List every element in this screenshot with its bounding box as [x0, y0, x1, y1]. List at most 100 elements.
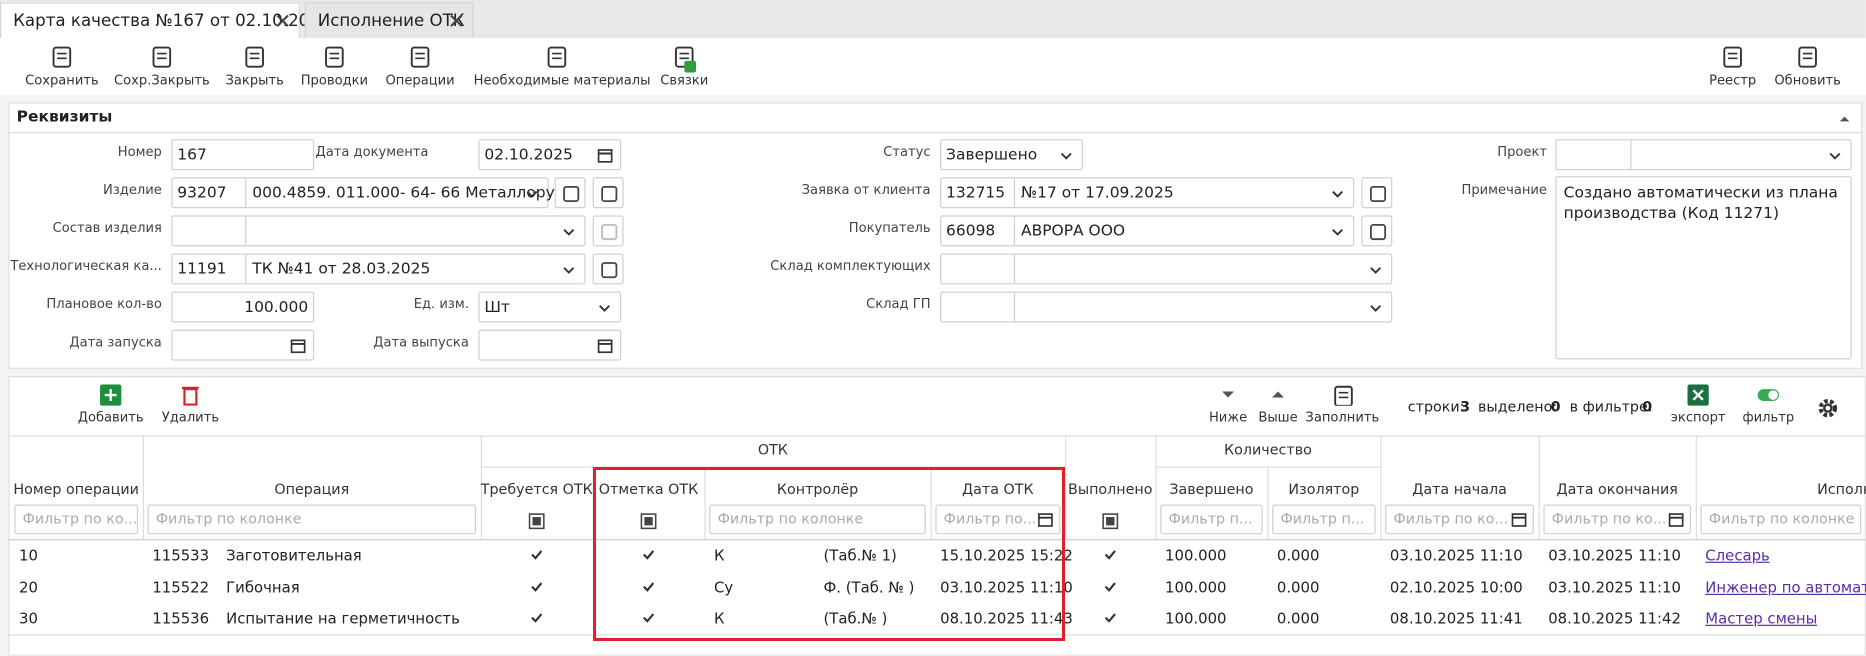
grid-icon[interactable]: [1757, 384, 1780, 405]
checkmark: [1103, 547, 1117, 561]
input[interactable]: 02.10.2025: [478, 139, 622, 171]
button-glyph-glyph: [563, 185, 580, 203]
field-button[interactable]: [1361, 177, 1393, 209]
field-label: Ед. изм.: [413, 296, 469, 312]
dropdown-arrow[interactable]: [560, 262, 577, 279]
toolbar-icon[interactable]: [322, 45, 346, 69]
column-filter[interactable]: Фильтр по колонке: [1700, 504, 1862, 535]
collapse[interactable]: [1837, 111, 1851, 123]
checkmark: [1103, 579, 1117, 593]
column-filter[interactable]: Фильтр по колонке: [147, 504, 477, 535]
header-checkbox[interactable]: [640, 513, 657, 530]
toolbar-button[interactable]: Сохр.Закрыть: [113, 72, 210, 89]
tab[interactable]: Исполнение ОТК: [304, 2, 474, 39]
calendar-icon[interactable]: [1667, 511, 1685, 529]
grid-icon[interactable]: [1687, 384, 1709, 406]
grid-icon[interactable]: [1267, 384, 1288, 405]
grid-button[interactable]: Добавить: [77, 409, 144, 425]
column-filter[interactable]: Фильтр по колонке: [709, 504, 926, 535]
input[interactable]: [940, 253, 1393, 285]
input[interactable]: [171, 215, 586, 247]
column-filter[interactable]: Фильтр по...: [935, 504, 1061, 535]
table-top-line: [8, 435, 1866, 437]
grid-button[interactable]: Удалить: [161, 409, 220, 425]
field-button[interactable]: [1361, 215, 1393, 247]
column-filter[interactable]: Фильтр п...: [1272, 504, 1376, 535]
field-button[interactable]: [592, 253, 624, 285]
header-checkbox[interactable]: [528, 513, 545, 530]
column-filter[interactable]: Фильтр по ко...: [14, 504, 139, 535]
toolbar-button[interactable]: Закрыть: [225, 72, 284, 89]
toolbar-icon[interactable]: [1796, 45, 1820, 69]
grid-button[interactable]: экспорт: [1670, 409, 1726, 425]
toolbar-button[interactable]: Обновить: [1774, 72, 1841, 89]
executor-link[interactable]: Мастер смены: [1705, 609, 1818, 628]
tab-close[interactable]: [449, 13, 464, 28]
toolbar-icon[interactable]: [150, 45, 174, 69]
tab-close[interactable]: [275, 13, 290, 28]
toolbar-icon[interactable]: [408, 45, 432, 69]
input[interactable]: 66098 АВРОРА ООО: [940, 215, 1355, 247]
grid-button[interactable]: Ниже: [1208, 409, 1248, 425]
dropdown-arrow[interactable]: [596, 300, 613, 317]
column-filter[interactable]: Фильтр по ко...: [1385, 504, 1534, 535]
settings[interactable]: [1817, 397, 1838, 418]
grid-button[interactable]: Выше: [1258, 409, 1298, 425]
input[interactable]: 132715 №17 от 17.09.2025: [940, 177, 1355, 209]
dropdown-arrow[interactable]: [1367, 300, 1384, 317]
dropdown-arrow[interactable]: [1329, 224, 1346, 241]
checkmark-glyph: [531, 613, 543, 623]
textarea[interactable]: Создано автоматически из плана производс…: [1555, 176, 1852, 360]
grid-icon[interactable]: [180, 384, 201, 406]
grid-icon[interactable]: [1332, 384, 1353, 407]
grid-button[interactable]: фильтр: [1742, 409, 1795, 425]
input[interactable]: 100.000: [171, 291, 315, 323]
toolbar-button[interactable]: Связки: [660, 72, 709, 89]
column-filter[interactable]: Фильтр по ко...: [1543, 504, 1691, 535]
field-button[interactable]: [554, 177, 586, 209]
field-button[interactable]: [592, 215, 624, 247]
input[interactable]: Шт: [478, 291, 622, 323]
dropdown-arrow[interactable]: [1367, 262, 1384, 279]
dropdown-arrow[interactable]: [560, 224, 577, 241]
toolbar-icon[interactable]: [672, 45, 696, 69]
toolbar-icon[interactable]: [545, 45, 569, 69]
toolbar-icon[interactable]: [1721, 45, 1745, 69]
grid-icon[interactable]: [1217, 384, 1238, 405]
calendar-icon[interactable]: [596, 146, 614, 164]
header-checkbox[interactable]: [1102, 513, 1119, 530]
toolbar-icon[interactable]: [243, 45, 267, 69]
field-button[interactable]: [592, 177, 624, 209]
input[interactable]: [1555, 139, 1852, 171]
executor-link[interactable]: Инженер по автоматизации: [1705, 577, 1866, 596]
tab[interactable]: Карта качества №167 от 02.10.2025: [0, 2, 330, 39]
column-filter[interactable]: Фильтр п...: [1160, 504, 1263, 535]
grid-button[interactable]: Заполнить: [1305, 409, 1380, 425]
toolbar-button[interactable]: Необходимые материалы: [473, 72, 651, 89]
toolbar-button[interactable]: Сохранить: [25, 72, 99, 89]
dropdown-arrow[interactable]: [1329, 186, 1346, 203]
input[interactable]: [940, 291, 1393, 323]
input[interactable]: Завершено: [940, 139, 1083, 171]
toolbar-button[interactable]: Проводки: [300, 72, 369, 89]
calendar-icon[interactable]: [289, 337, 307, 355]
column-header: Исполнитель: [1817, 480, 1866, 498]
calendar-icon[interactable]: [1510, 511, 1528, 529]
input[interactable]: 167: [171, 139, 315, 171]
dropdown-arrow[interactable]: [524, 186, 541, 203]
input[interactable]: 93207 000.4859. 011.000- 64- 66 Металлору…: [171, 177, 564, 209]
toolbar-icon[interactable]: [50, 45, 74, 69]
toolbar-button[interactable]: Реестр: [1709, 72, 1757, 89]
tab-close-glyph: [450, 14, 463, 27]
input[interactable]: 11191 ТК №41 от 28.03.2025: [171, 253, 586, 285]
checkmark-glyph: [1104, 550, 1116, 560]
grid-icon[interactable]: [99, 384, 122, 406]
dropdown-arrow[interactable]: [1827, 148, 1844, 165]
dropdown-arrow[interactable]: [1058, 148, 1075, 165]
input[interactable]: [171, 329, 315, 361]
toolbar-button[interactable]: Операции: [385, 72, 455, 89]
input[interactable]: [478, 329, 622, 361]
executor-link[interactable]: Слесарь: [1705, 546, 1770, 565]
calendar-icon[interactable]: [1036, 511, 1054, 529]
calendar-icon[interactable]: [596, 337, 614, 355]
